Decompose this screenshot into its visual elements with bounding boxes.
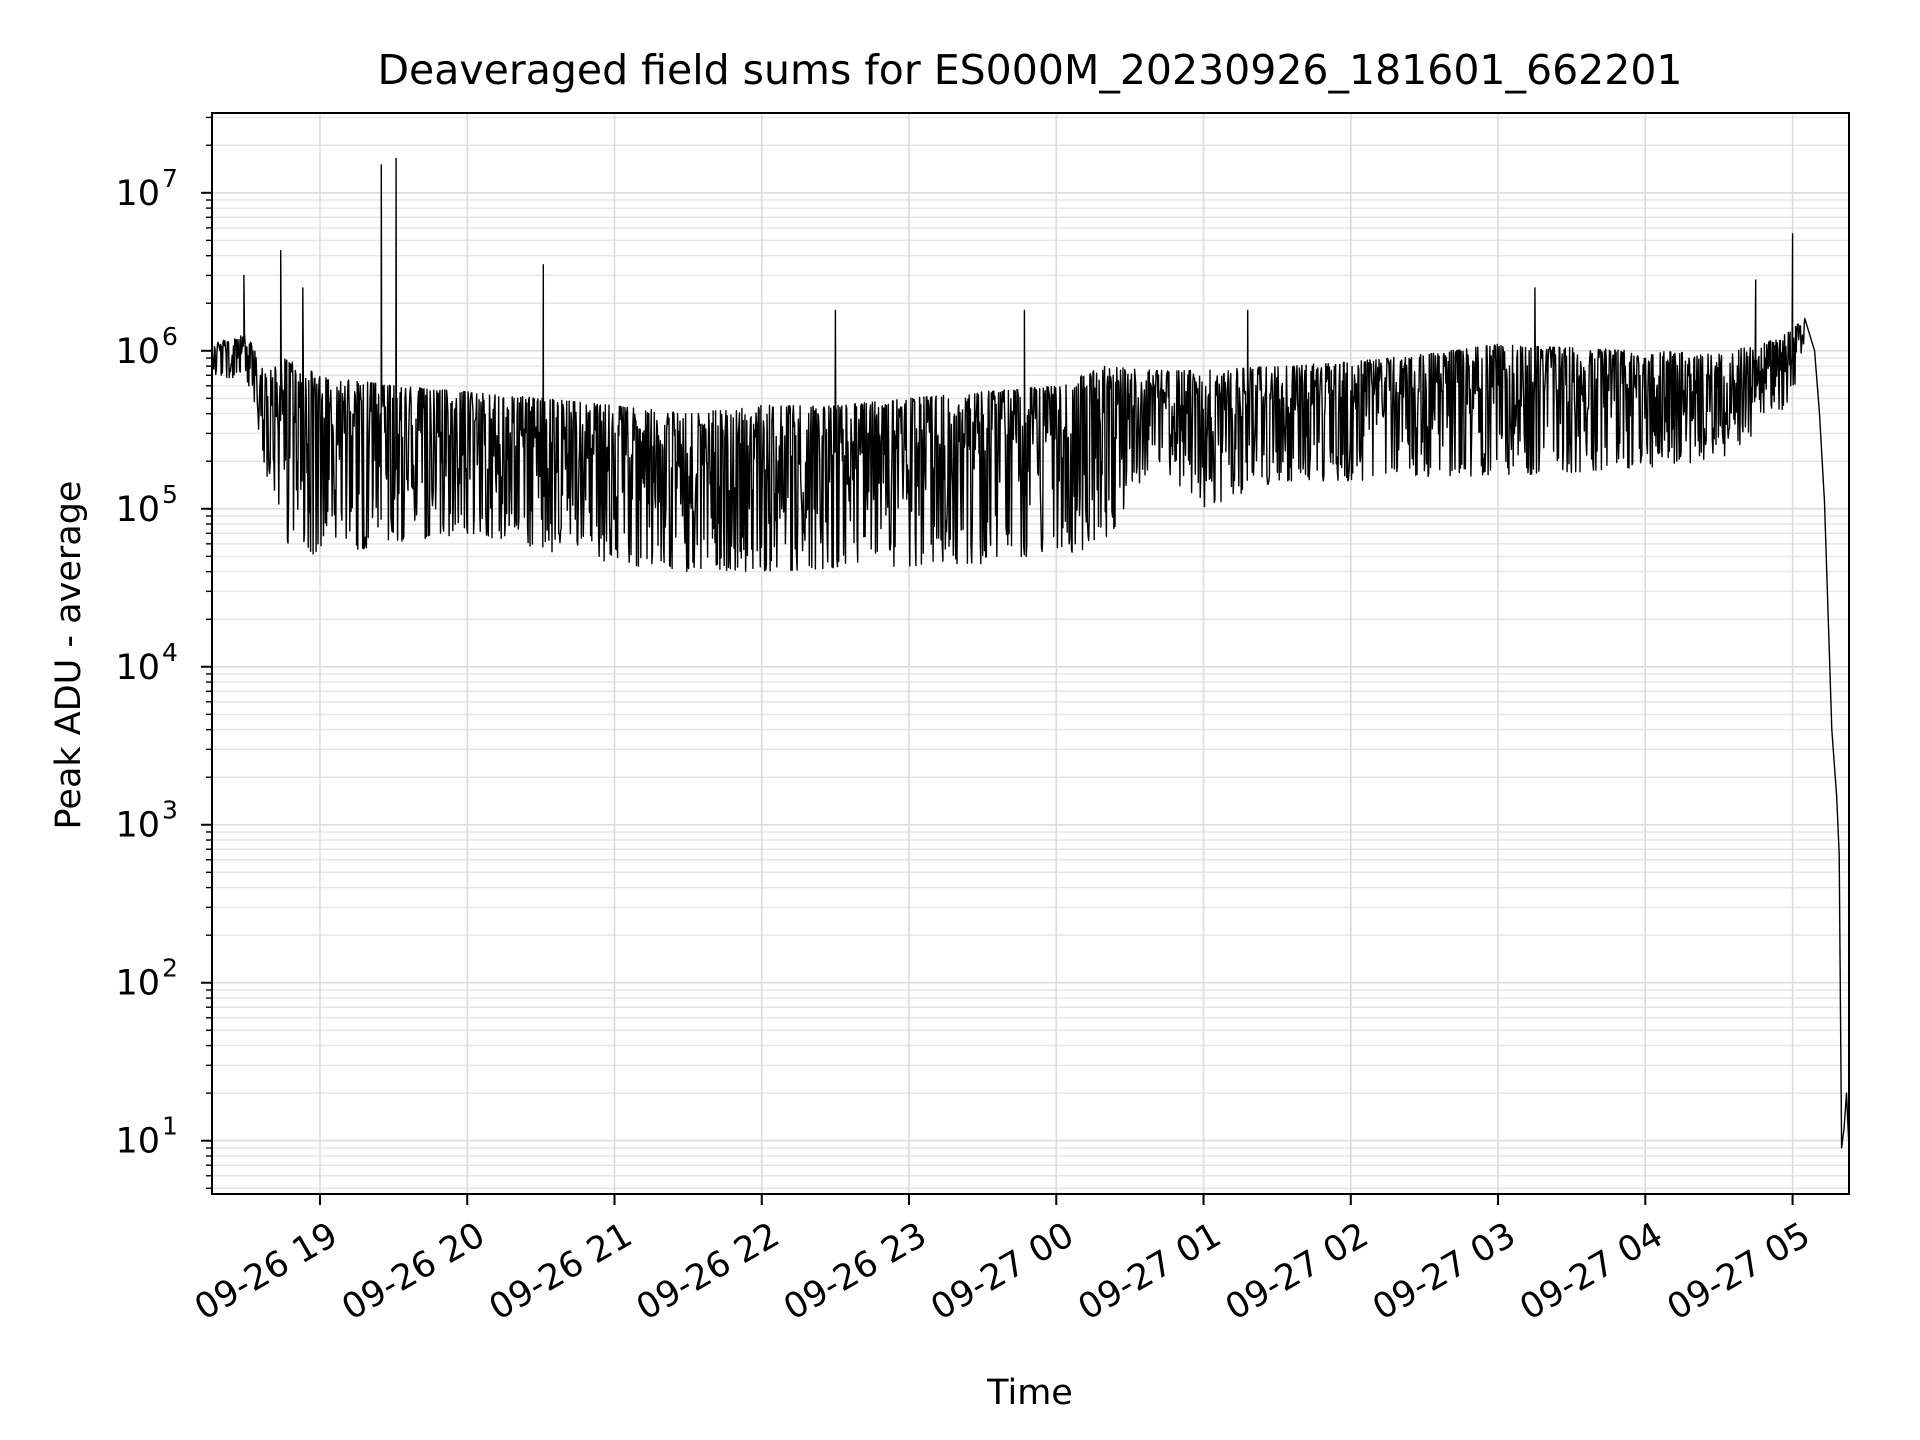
y-tick-exponent: 7	[162, 164, 178, 193]
y-tick-label: 10	[115, 490, 160, 530]
y-tick-exponent: 4	[162, 638, 178, 667]
y-tick-label: 10	[115, 964, 160, 1004]
y-tick-label: 10	[115, 332, 160, 372]
y-tick-exponent: 3	[162, 796, 178, 825]
y-tick-exponent: 2	[162, 954, 178, 983]
series-layer	[211, 157, 1850, 1149]
y-tick-exponent: 6	[162, 322, 178, 351]
y-tick-exponent: 5	[162, 480, 178, 509]
y-tick-label: 10	[115, 1122, 160, 1162]
chart-title: Deaveraged field sums for ES000M_2023092…	[377, 46, 1682, 94]
y-tick-label: 10	[115, 806, 160, 846]
y-axis-label: Peak ADU - average	[49, 481, 89, 830]
y-tick-exponent: 1	[162, 1112, 178, 1141]
x-axis-label: Time	[986, 1373, 1073, 1413]
major-gridlines	[212, 113, 1849, 1194]
plot-frame	[211, 112, 1850, 1195]
y-tick-label: 10	[115, 174, 160, 214]
series-line	[211, 157, 1850, 1149]
y-tick-label: 10	[115, 648, 160, 688]
